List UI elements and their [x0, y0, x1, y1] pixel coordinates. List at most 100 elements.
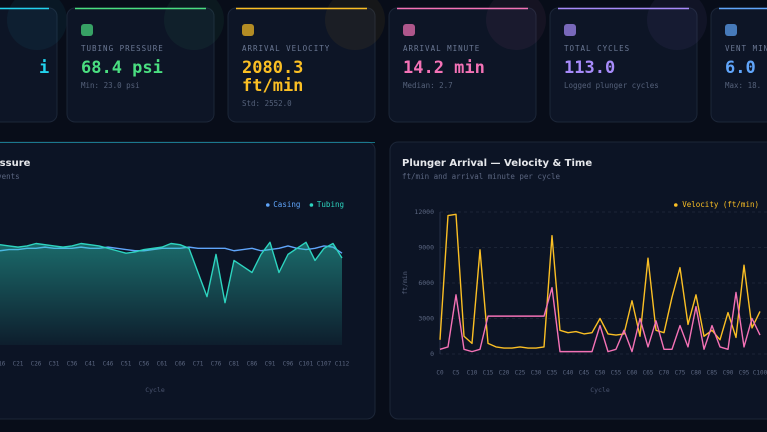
x-tick-label: C66 — [175, 361, 186, 368]
y-tick-label: 9000 — [418, 244, 434, 252]
stat-card: VENT MIN 6.0 Max: 18. — [710, 7, 767, 123]
card-icon — [242, 24, 254, 36]
x-tick-label: C30 — [531, 370, 542, 377]
chart-subtitle: open events — [0, 172, 20, 181]
chart-title: Plunger Arrival — Velocity & Time — [402, 158, 592, 169]
area — [0, 242, 342, 345]
card-label: ARRIVAL VELOCITY — [242, 44, 330, 53]
x-tick-label: C91 — [265, 361, 276, 368]
x-tick-label: C16 — [0, 361, 6, 368]
chart-panel — [389, 141, 767, 420]
y-tick-label: 0 — [430, 350, 434, 358]
card-glow — [325, 0, 385, 50]
x-tick-label: C61 — [157, 361, 168, 368]
card-glow — [164, 0, 224, 50]
x-axis-label: Cycle — [145, 386, 165, 394]
x-tick-label: C20 — [499, 370, 510, 377]
series-line — [439, 213, 761, 349]
stat-card: TUBING PRESSURE 68.4 psi Min: 23.0 psi — [66, 0, 224, 123]
x-tick-label: C60 — [627, 370, 638, 377]
card-value: 14.2 min — [403, 58, 485, 78]
card-bg — [0, 7, 58, 123]
card-label: VENT MIN — [725, 44, 767, 53]
x-tick-label: C40 — [563, 370, 574, 377]
card-glow — [7, 0, 67, 50]
y-tick-label: 6000 — [418, 279, 434, 287]
x-tick-label: C46 — [103, 361, 114, 368]
x-tick-label: C107 — [317, 361, 332, 368]
x-tick-label: C70 — [659, 370, 670, 377]
stat-card: i — [0, 0, 67, 123]
x-tick-label: C41 — [85, 361, 96, 368]
card-icon — [81, 24, 93, 36]
card-label: ARRIVAL MINUTE — [403, 44, 480, 53]
card-value-line: 2080.3 — [242, 58, 303, 78]
x-tick-label: C112 — [335, 361, 350, 368]
legend-marker — [309, 203, 314, 207]
x-tick-label: C80 — [691, 370, 702, 377]
x-tick-label: C21 — [13, 361, 24, 368]
card-sub: Std: 2552.0 — [242, 99, 292, 108]
chart-title: g Pressure — [0, 158, 31, 169]
x-tick-label: C81 — [229, 361, 240, 368]
x-tick-label: C5 — [452, 370, 460, 377]
x-tick-label: C101 — [299, 361, 314, 368]
x-tick-label: C71 — [193, 361, 204, 368]
card-glow — [647, 0, 707, 50]
x-tick-label: C55 — [611, 370, 622, 377]
stat-card: ARRIVAL MINUTE 14.2 min Median: 2.7 — [388, 0, 546, 123]
legend-label: Tubing — [317, 200, 344, 209]
chart: g Pressure open events C16 C21 C26 C31 C36 C41 C… — [0, 158, 350, 394]
x-tick-label: C51 — [121, 361, 132, 368]
card-icon — [403, 24, 415, 36]
x-tick-label: C36 — [67, 361, 78, 368]
card-value: 2080.3 ft/min — [242, 58, 303, 96]
x-tick-label: C96 — [283, 361, 294, 368]
card-glow — [486, 0, 546, 50]
x-tick-label: C90 — [723, 370, 734, 377]
x-tick-label: C0 — [436, 370, 444, 377]
card-value: 68.4 psi — [81, 58, 163, 78]
y-tick-label: 3000 — [418, 315, 434, 323]
x-tick-label: C65 — [643, 370, 654, 377]
card-value: i — [39, 58, 49, 78]
card-bg — [710, 7, 767, 123]
card-sub: Min: 23.0 psi — [81, 81, 140, 90]
chart: Plunger Arrival — Velocity & Time ft/min … — [401, 158, 767, 394]
legend-marker — [674, 203, 678, 207]
card-value: 6.0 — [725, 58, 756, 78]
card-label: TUBING PRESSURE — [81, 44, 164, 53]
card-value: 113.0 — [564, 58, 615, 78]
x-tick-label: C95 — [739, 370, 750, 377]
card-icon — [564, 24, 576, 36]
x-tick-label: C75 — [675, 370, 686, 377]
x-tick-label: C10 — [467, 370, 478, 377]
x-tick-label: C85 — [707, 370, 718, 377]
card-sub: Logged plunger cycles — [564, 81, 659, 90]
x-axis-label: Cycle — [590, 386, 610, 394]
x-tick-label: C26 — [31, 361, 42, 368]
chart-subtitle: ft/min and arrival minute per cycle — [402, 172, 561, 181]
legend-label: Casing — [273, 200, 300, 209]
x-tick-label: C45 — [579, 370, 590, 377]
legend-label: Velocity (ft/min) — [682, 200, 759, 209]
x-tick-label: C15 — [483, 370, 494, 377]
card-value-line: ft/min — [242, 76, 303, 96]
y-axis-label: ft/min — [401, 271, 409, 295]
card-label: TOTAL CYCLES — [564, 44, 630, 53]
legend-marker — [266, 203, 270, 207]
stat-card: ARRIVAL VELOCITY 2080.3 ft/min Std: 2552.0 — [227, 0, 385, 123]
x-tick-label: C100 — [753, 370, 767, 377]
y-tick-label: 12000 — [414, 208, 434, 216]
x-tick-label: C76 — [211, 361, 222, 368]
x-tick-label: C35 — [547, 370, 558, 377]
x-tick-label: C86 — [247, 361, 258, 368]
x-tick-label: C31 — [49, 361, 60, 368]
series-line — [439, 287, 761, 353]
stat-card: TOTAL CYCLES 113.0 Logged plunger cycles — [549, 0, 707, 123]
card-sub: Median: 2.7 — [403, 81, 453, 90]
x-tick-label: C25 — [515, 370, 526, 377]
x-tick-label: C56 — [139, 361, 150, 368]
